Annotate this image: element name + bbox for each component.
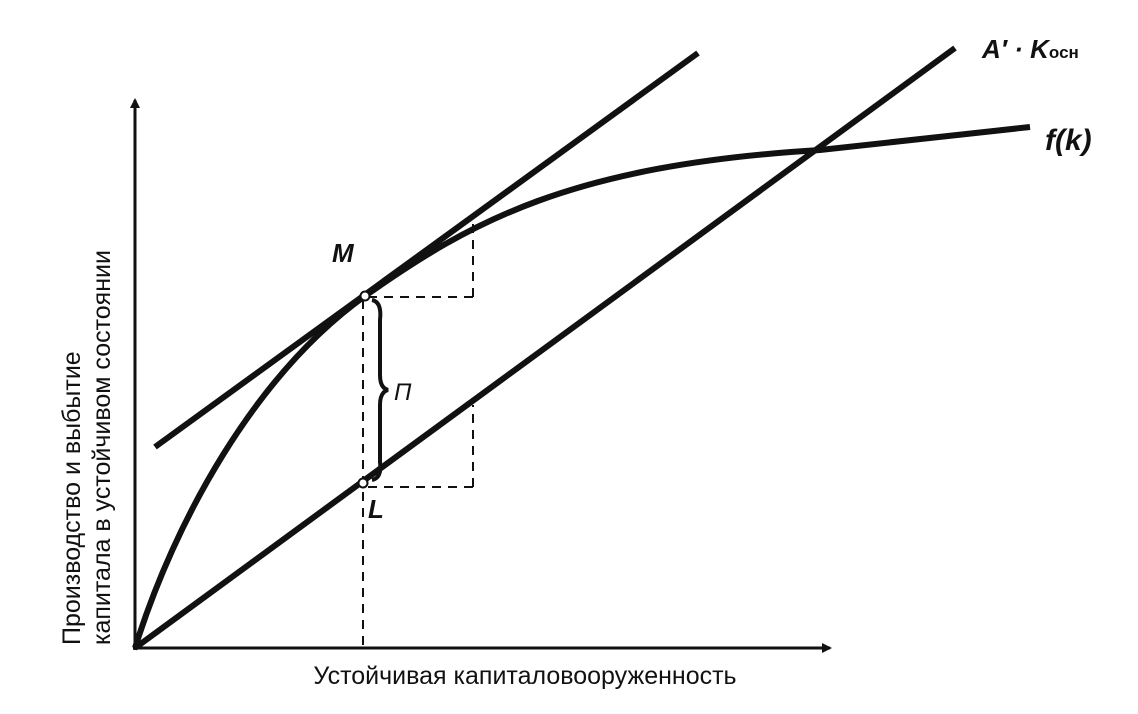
point-m-label: M xyxy=(332,238,355,268)
y-axis-label-line2: капитала в устойчивом состоянии xyxy=(88,250,116,645)
brace-icon xyxy=(371,298,389,482)
point-l-label: L xyxy=(368,494,384,524)
line-label: A′ · Kосн xyxy=(981,34,1079,64)
depreciation-line xyxy=(133,45,957,651)
y-axis-label-line1: Производство и выбытие xyxy=(58,351,86,645)
tangent-line xyxy=(153,50,700,450)
point-l xyxy=(357,477,369,489)
gap-label: П xyxy=(394,379,412,406)
curve-label: f(k) xyxy=(1045,124,1092,157)
guide-lines xyxy=(362,222,474,648)
x-axis-label: Устойчивая капиталовооруженность xyxy=(313,662,736,690)
point-m xyxy=(359,290,371,302)
production-curve-fk xyxy=(132,124,1031,649)
